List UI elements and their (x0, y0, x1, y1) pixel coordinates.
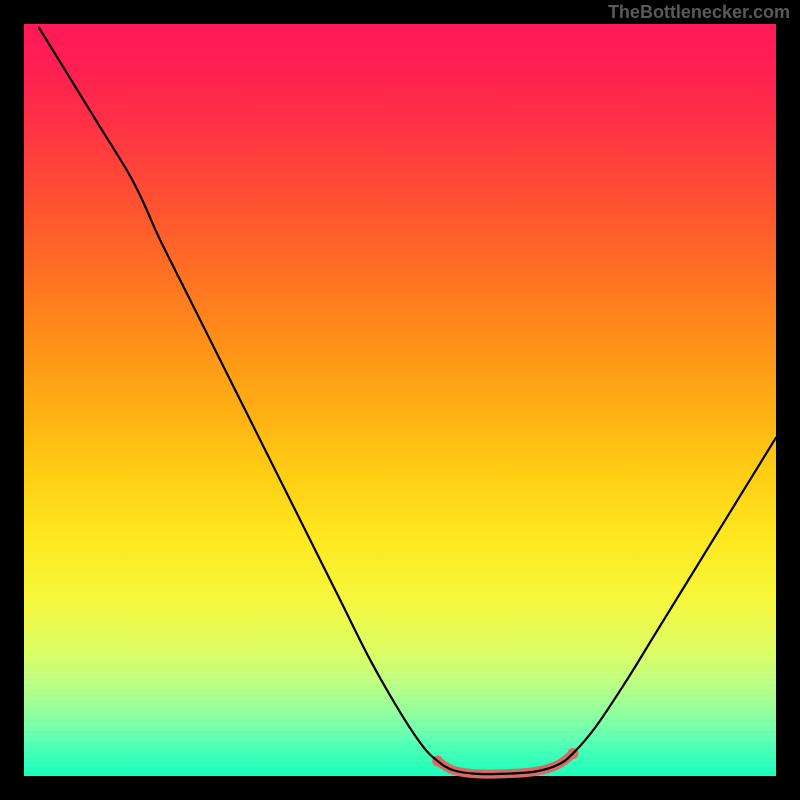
plot-area (24, 24, 776, 776)
watermark-text: TheBottlenecker.com (608, 2, 790, 23)
chart-frame: TheBottlenecker.com (0, 0, 800, 800)
gradient-background (24, 24, 776, 776)
chart-svg (24, 24, 776, 776)
